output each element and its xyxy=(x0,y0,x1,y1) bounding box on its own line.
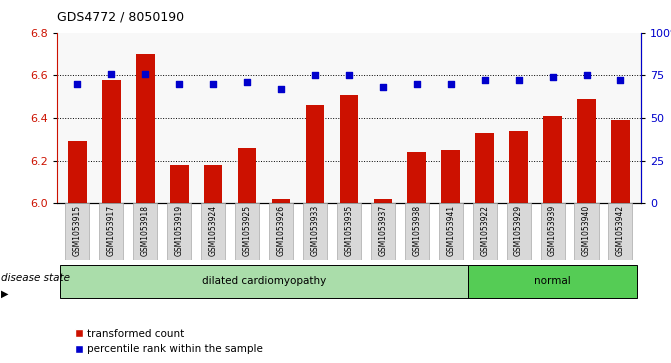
Point xyxy=(547,74,558,80)
Point xyxy=(581,72,592,78)
Text: GSM1053941: GSM1053941 xyxy=(446,205,455,256)
Bar xyxy=(472,203,497,260)
Text: GSM1053917: GSM1053917 xyxy=(107,205,116,256)
Bar xyxy=(238,148,256,203)
Text: GSM1053926: GSM1053926 xyxy=(276,205,286,256)
Point xyxy=(309,72,320,78)
Text: GSM1053939: GSM1053939 xyxy=(548,205,557,256)
Bar xyxy=(102,79,121,203)
Bar xyxy=(99,203,123,260)
Legend: transformed count, percentile rank within the sample: transformed count, percentile rank withi… xyxy=(76,329,263,354)
Text: GSM1053929: GSM1053929 xyxy=(514,205,523,256)
Point xyxy=(72,81,83,87)
Text: dilated cardiomyopathy: dilated cardiomyopathy xyxy=(202,276,326,286)
Text: GDS4772 / 8050190: GDS4772 / 8050190 xyxy=(57,11,184,24)
Point xyxy=(106,71,117,77)
Bar xyxy=(407,152,426,203)
Point xyxy=(174,81,185,87)
Text: GSM1053933: GSM1053933 xyxy=(311,205,319,256)
Point xyxy=(615,78,626,83)
Bar xyxy=(468,265,637,298)
Bar xyxy=(136,54,154,203)
Point xyxy=(208,81,219,87)
Bar xyxy=(577,99,596,203)
Bar xyxy=(272,199,291,203)
Bar xyxy=(374,199,392,203)
Bar xyxy=(306,105,324,203)
Text: GSM1053937: GSM1053937 xyxy=(378,205,387,256)
Point xyxy=(411,81,422,87)
Point xyxy=(378,84,389,90)
Bar xyxy=(201,203,225,260)
Bar xyxy=(609,203,633,260)
Text: disease state: disease state xyxy=(1,273,70,283)
Point xyxy=(446,81,456,87)
Point xyxy=(276,86,287,92)
Bar xyxy=(204,165,223,203)
Bar xyxy=(337,203,361,260)
Bar xyxy=(60,265,468,298)
Bar xyxy=(167,203,191,260)
Bar xyxy=(65,203,89,260)
Text: GSM1053918: GSM1053918 xyxy=(141,205,150,256)
Text: GSM1053940: GSM1053940 xyxy=(582,205,591,256)
Bar xyxy=(405,203,429,260)
Text: normal: normal xyxy=(534,276,571,286)
Bar xyxy=(134,203,157,260)
Bar xyxy=(68,142,87,203)
Bar xyxy=(439,203,463,260)
Text: GSM1053924: GSM1053924 xyxy=(209,205,217,256)
Bar xyxy=(544,116,562,203)
Text: GSM1053935: GSM1053935 xyxy=(344,205,354,256)
Bar xyxy=(574,203,599,260)
Bar xyxy=(371,203,395,260)
Text: GSM1053942: GSM1053942 xyxy=(616,205,625,256)
Bar xyxy=(475,133,494,203)
Bar xyxy=(611,120,630,203)
Text: GSM1053938: GSM1053938 xyxy=(412,205,421,256)
Bar xyxy=(509,131,528,203)
Bar xyxy=(170,165,189,203)
Text: GSM1053915: GSM1053915 xyxy=(73,205,82,256)
Bar xyxy=(235,203,259,260)
Point xyxy=(479,78,490,83)
Point xyxy=(140,71,151,77)
Text: GSM1053922: GSM1053922 xyxy=(480,205,489,256)
Bar xyxy=(541,203,564,260)
Point xyxy=(513,78,524,83)
Text: GSM1053919: GSM1053919 xyxy=(174,205,184,256)
Bar xyxy=(507,203,531,260)
Bar xyxy=(442,150,460,203)
Bar xyxy=(340,94,358,203)
Point xyxy=(344,72,354,78)
Bar xyxy=(269,203,293,260)
Bar xyxy=(303,203,327,260)
Point xyxy=(242,79,252,85)
Text: GSM1053925: GSM1053925 xyxy=(243,205,252,256)
Text: ▶: ▶ xyxy=(1,289,9,299)
